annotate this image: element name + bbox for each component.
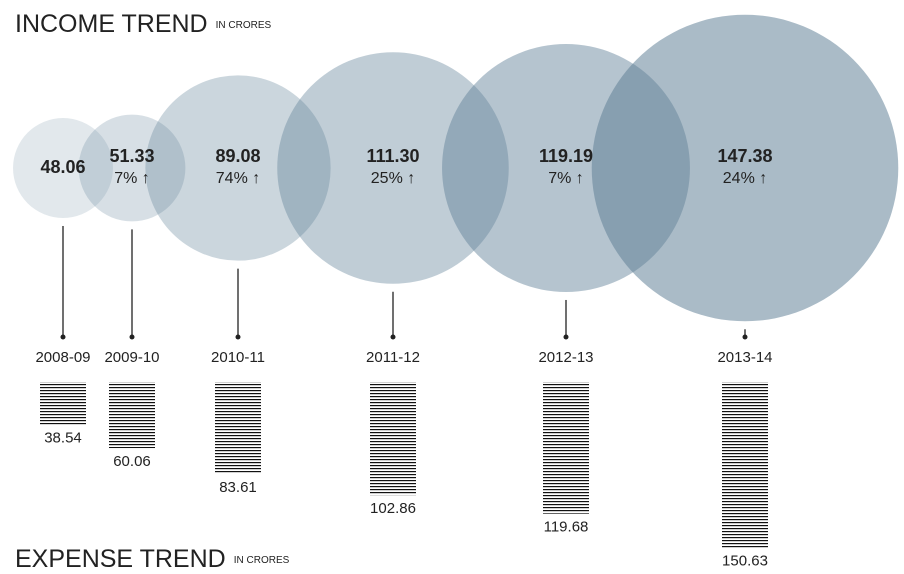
title: INCOME TREND bbox=[15, 10, 208, 38]
bubble bbox=[13, 118, 113, 218]
value-label: 48.06 bbox=[40, 157, 85, 177]
stem-dot bbox=[235, 334, 241, 340]
category-label: 2012-13 bbox=[538, 349, 593, 366]
expense-stack bbox=[40, 382, 86, 425]
expense-stack bbox=[109, 382, 155, 449]
bubble bbox=[277, 52, 509, 284]
stem-dot bbox=[390, 334, 396, 340]
label-layer: INCOME TREND IN CRORES 48.06 2008-09 51.33 7%… bbox=[15, 10, 773, 573]
bubble bbox=[78, 114, 186, 222]
value-label: 147.38 bbox=[717, 146, 772, 166]
growth-label: 7% ↑ bbox=[548, 170, 584, 187]
expense-stack bbox=[370, 382, 416, 496]
category-label: 2011-12 bbox=[366, 349, 420, 366]
bubble-layer bbox=[13, 14, 899, 322]
section-title: INCOME TREND IN CRORES bbox=[15, 10, 272, 38]
value-label: 119.19 bbox=[539, 146, 593, 166]
category-label: 2008-09 bbox=[35, 349, 90, 366]
expense-label: 83.61 bbox=[219, 479, 257, 496]
value-label: 111.30 bbox=[366, 146, 419, 166]
growth-label: 25% ↑ bbox=[371, 170, 415, 187]
bubble bbox=[591, 14, 899, 322]
stem-dot bbox=[60, 334, 66, 340]
expense-stack bbox=[543, 382, 589, 514]
expense-label: 150.63 bbox=[722, 553, 768, 570]
bubble bbox=[145, 75, 331, 261]
subtitle: IN CRORES bbox=[216, 20, 272, 31]
growth-label: 24% ↑ bbox=[723, 170, 767, 187]
value-label: 89.08 bbox=[215, 146, 260, 166]
title: EXPENSE TREND bbox=[15, 545, 226, 573]
stem-dot bbox=[742, 334, 748, 340]
growth-label: 7% ↑ bbox=[114, 170, 150, 187]
expense-label: 38.54 bbox=[44, 429, 82, 446]
stem-dot bbox=[129, 334, 135, 340]
subtitle: IN CRORES bbox=[234, 555, 290, 566]
value-label: 51.33 bbox=[109, 146, 154, 166]
stem-dot bbox=[563, 334, 569, 340]
expense-label: 102.86 bbox=[370, 500, 416, 517]
expense-stack bbox=[722, 382, 768, 548]
expense-label: 119.68 bbox=[544, 519, 589, 536]
category-label: 2010-11 bbox=[211, 349, 265, 366]
expense-label: 60.06 bbox=[113, 453, 151, 470]
growth-label: 74% ↑ bbox=[216, 170, 260, 187]
section-title: EXPENSE TREND IN CRORES bbox=[15, 545, 290, 573]
category-label: 2009-10 bbox=[104, 349, 159, 366]
expense-stack bbox=[215, 382, 261, 474]
category-label: 2013-14 bbox=[717, 349, 772, 366]
